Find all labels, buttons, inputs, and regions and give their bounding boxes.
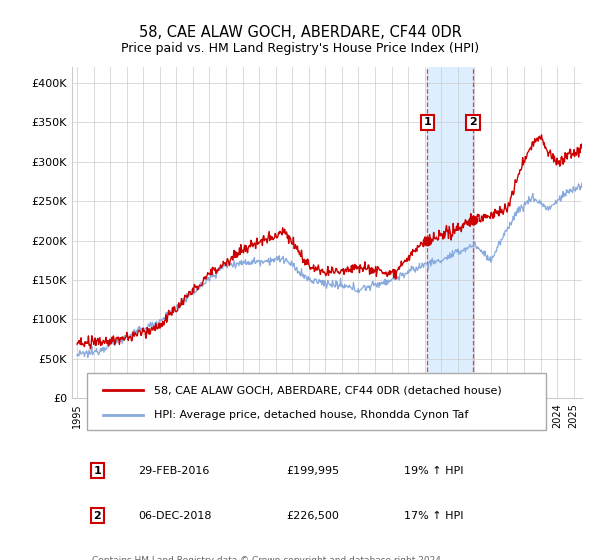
Text: 2: 2 <box>469 118 477 127</box>
Text: HPI: Average price, detached house, Rhondda Cynon Taf: HPI: Average price, detached house, Rhon… <box>154 410 468 420</box>
Text: 58, CAE ALAW GOCH, ABERDARE, CF44 0DR (detached house): 58, CAE ALAW GOCH, ABERDARE, CF44 0DR (d… <box>154 385 502 395</box>
Text: 06-DEC-2018: 06-DEC-2018 <box>139 511 212 521</box>
Text: £199,995: £199,995 <box>286 465 340 475</box>
Text: 17% ↑ HPI: 17% ↑ HPI <box>404 511 463 521</box>
Text: 29-FEB-2016: 29-FEB-2016 <box>139 465 209 475</box>
FancyBboxPatch shape <box>88 373 546 430</box>
Bar <box>427 67 473 398</box>
Text: £226,500: £226,500 <box>286 511 339 521</box>
Text: 2: 2 <box>94 511 101 521</box>
Text: Contains HM Land Registry data © Crown copyright and database right 2024.
This d: Contains HM Land Registry data © Crown c… <box>92 556 444 560</box>
Text: 19% ↑ HPI: 19% ↑ HPI <box>404 465 463 475</box>
Text: 1: 1 <box>94 465 101 475</box>
Text: Price paid vs. HM Land Registry's House Price Index (HPI): Price paid vs. HM Land Registry's House … <box>121 42 479 55</box>
Text: 1: 1 <box>424 118 431 127</box>
Text: 58, CAE ALAW GOCH, ABERDARE, CF44 0DR: 58, CAE ALAW GOCH, ABERDARE, CF44 0DR <box>139 25 461 40</box>
